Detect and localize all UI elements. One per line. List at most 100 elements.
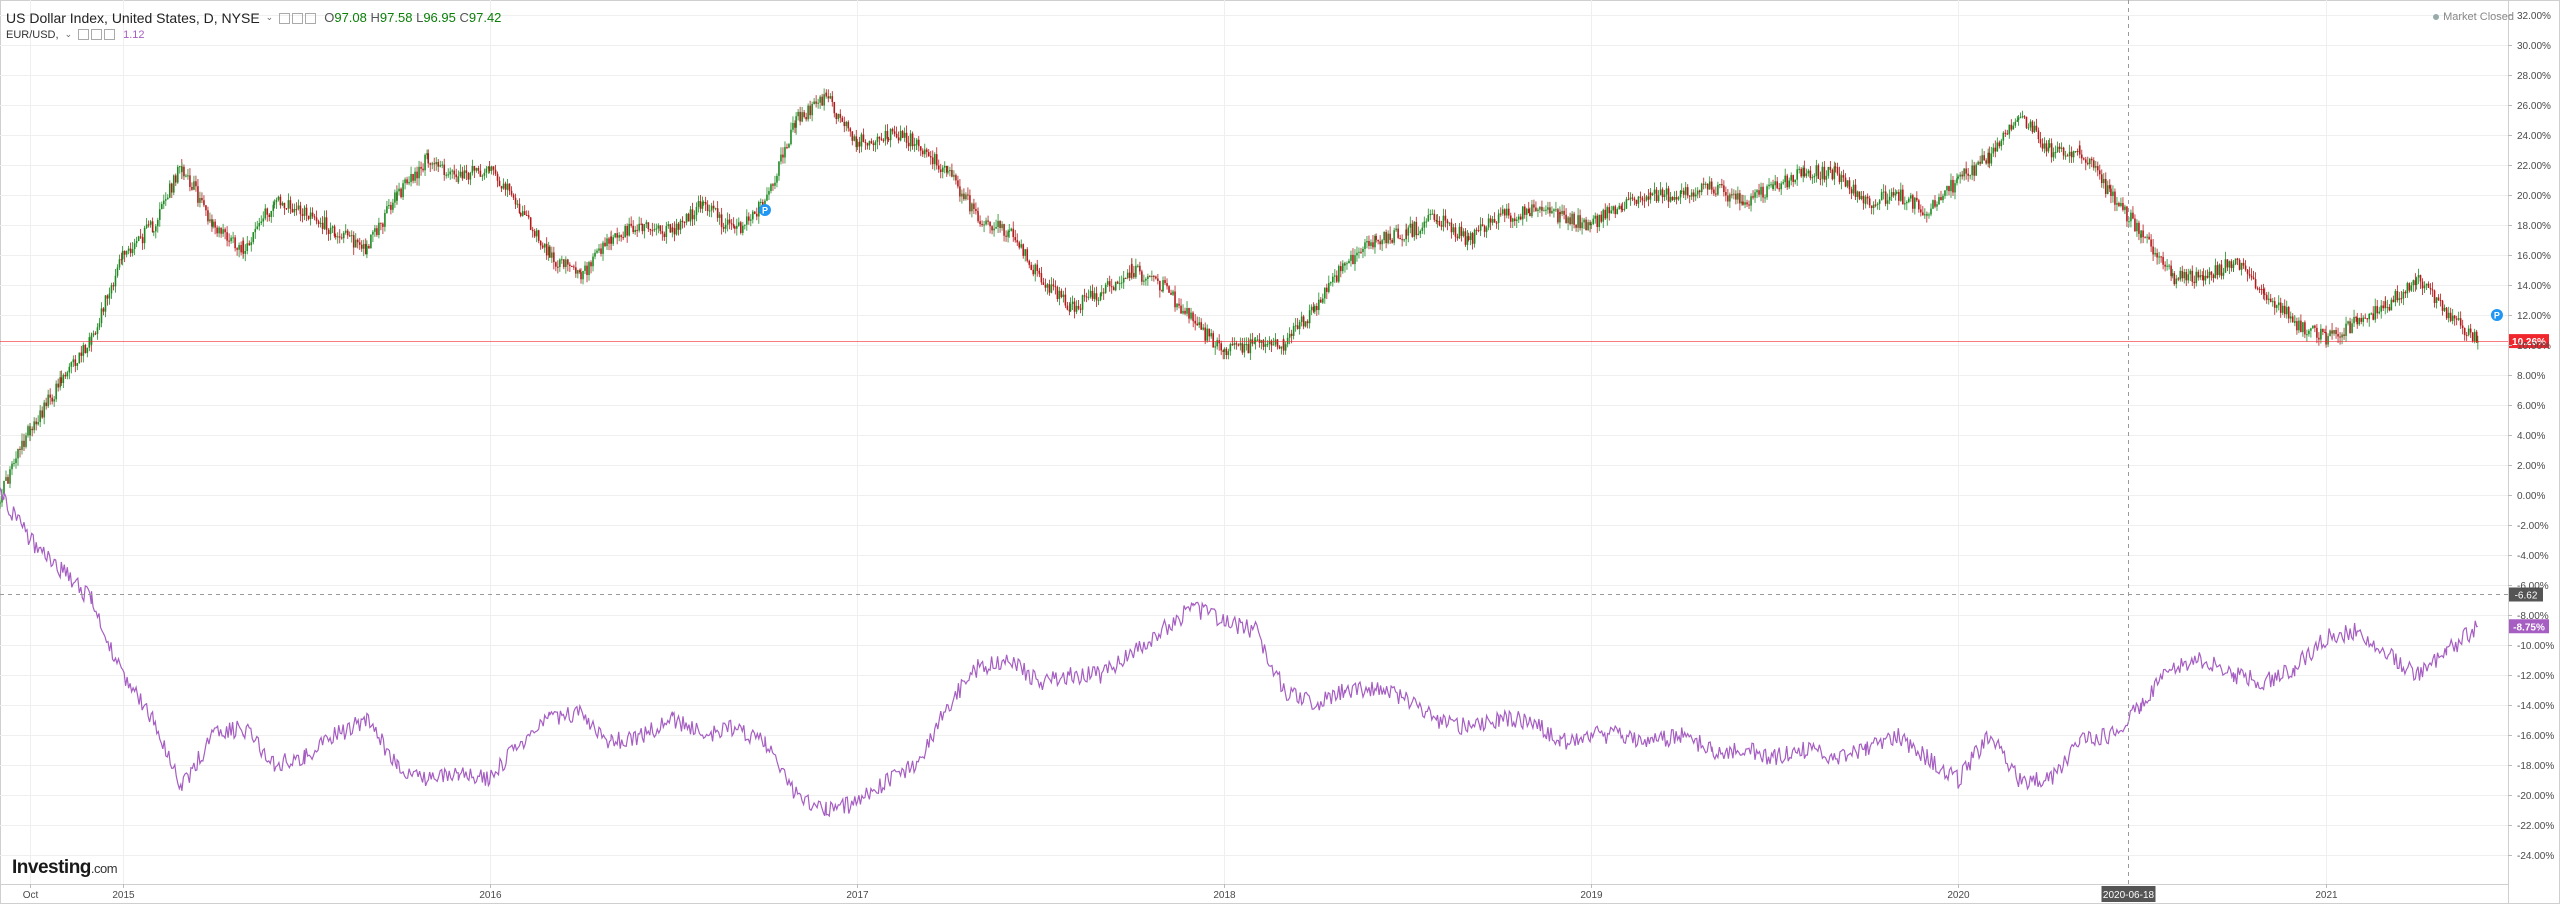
candle-body: [2050, 143, 2053, 158]
candle-body: [2187, 274, 2190, 281]
y-axis[interactable]: 32.00% 30.00% 28.00% 26.00% 24.00% 22.00% 20.0…: [2508, 11, 2554, 862]
candle-body: [1052, 284, 1055, 287]
candle-body: [1788, 180, 1790, 188]
candle-body: [575, 267, 577, 274]
candle-body: [230, 237, 232, 242]
candle-body: [404, 179, 406, 184]
candle-body: [1631, 197, 1634, 199]
main-series-title[interactable]: US Dollar Index, United States, D, NYSE: [6, 9, 260, 26]
eye-icon[interactable]: [78, 29, 90, 41]
gear-icon[interactable]: [292, 13, 304, 25]
candle-body: [193, 181, 195, 190]
compare-controls[interactable]: [78, 29, 117, 41]
y-tick-label: 6.00%: [2517, 401, 2545, 412]
series-controls[interactable]: [279, 10, 318, 25]
event-marker-icon[interactable]: [2490, 309, 2503, 321]
candle-body: [1680, 190, 1683, 192]
candle-body: [640, 223, 642, 225]
candle-body: [858, 141, 861, 147]
candle-body: [74, 359, 77, 366]
candle-body: [112, 285, 115, 287]
gear-icon[interactable]: [91, 29, 103, 41]
chevron-down-icon[interactable]: ⌄: [265, 12, 274, 22]
chevron-down-icon[interactable]: ⌄: [64, 29, 73, 39]
candle-body: [240, 245, 242, 253]
candle-body: [212, 221, 214, 227]
candle-body: [628, 223, 630, 236]
candle-body: [1616, 209, 1619, 215]
candle-body: [897, 137, 900, 141]
candle-body: [2218, 264, 2221, 275]
eurusd-line[interactable]: [0, 487, 2479, 818]
candle-body: [2191, 270, 2194, 282]
candle-body: [2351, 323, 2353, 334]
candle-body: [622, 237, 624, 239]
candle-body: [602, 242, 604, 254]
candle-body: [1727, 195, 1729, 202]
candle-body: [547, 246, 550, 256]
eye-icon[interactable]: [279, 13, 291, 25]
candle-body: [1961, 174, 1963, 177]
candle-body: [2427, 283, 2430, 288]
candle-body: [2254, 279, 2257, 289]
candle-body: [2267, 298, 2270, 300]
candle-body: [734, 226, 736, 229]
candle-body: [521, 211, 524, 216]
candle-body: [2314, 325, 2316, 328]
candle-body: [1022, 244, 1025, 256]
candle-body: [15, 458, 17, 464]
event-marker-icon[interactable]: [758, 204, 771, 216]
candle-body: [2000, 140, 2003, 147]
x-tick-label: 2017: [846, 890, 869, 901]
candle-body: [1346, 263, 1348, 265]
candle-body: [2337, 334, 2339, 337]
candle-body: [1608, 207, 1611, 214]
candle-body: [695, 206, 698, 216]
candle-body: [1477, 230, 1480, 232]
candle-body: [1938, 197, 1940, 205]
candle-body: [878, 136, 881, 139]
candle-body: [1162, 280, 1164, 292]
candle-body: [675, 223, 678, 235]
crosshair-x-label: 2020-06-18: [2103, 890, 2155, 901]
candle-body: [1834, 166, 1837, 168]
candle-body: [394, 192, 396, 203]
candle-body: [2120, 202, 2122, 206]
candle-body: [350, 235, 353, 237]
candle-body: [2197, 271, 2200, 278]
candle-body: [2094, 166, 2097, 168]
candle-body: [29, 428, 31, 436]
candle-body: [891, 129, 894, 132]
candle-body: [1401, 239, 1403, 241]
candle-body: [1270, 340, 1273, 346]
candle-body: [1643, 200, 1646, 202]
candle-body: [514, 197, 517, 205]
candle-body: [1706, 183, 1709, 190]
candle-body: [2285, 307, 2288, 315]
candle-body: [443, 164, 446, 175]
legend-compare-row[interactable]: EUR/USD, ⌄ 1.12: [6, 26, 501, 43]
close-icon[interactable]: [104, 29, 116, 41]
candle-body: [573, 266, 575, 268]
candle-body: [699, 201, 702, 209]
candle-body: [535, 230, 538, 237]
candle-body: [1549, 207, 1551, 214]
candle-body: [1032, 269, 1035, 275]
candle-body: [2080, 154, 2083, 159]
candle-body: [358, 242, 361, 245]
candle-body: [2390, 299, 2393, 311]
x-tick-label: 2015: [112, 890, 135, 901]
candle-body: [1809, 170, 1812, 178]
close-icon[interactable]: [305, 13, 317, 25]
candle-body: [380, 222, 382, 224]
legend-main-row[interactable]: US Dollar Index, United States, D, NYSE …: [6, 9, 501, 26]
candle-body: [1890, 192, 1893, 197]
candle-body: [222, 229, 224, 234]
x-axis[interactable]: Oct 2015 2016 2017 2018 2019 2020 2021: [23, 884, 2338, 901]
status-dot-icon: [2433, 14, 2440, 21]
plot-area[interactable]: [0, 88, 2479, 818]
compare-series-title[interactable]: EUR/USD,: [6, 28, 59, 41]
candle-body: [2012, 125, 2015, 130]
candle-body: [1543, 210, 1545, 212]
